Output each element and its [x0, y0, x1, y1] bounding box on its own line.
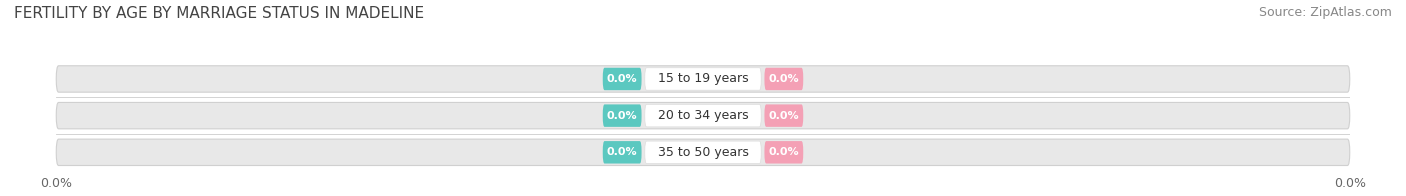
FancyBboxPatch shape — [645, 68, 761, 90]
FancyBboxPatch shape — [765, 104, 803, 127]
Text: 0.0%: 0.0% — [607, 74, 637, 84]
Text: 0.0%: 0.0% — [769, 74, 799, 84]
Text: 0.0%: 0.0% — [607, 147, 637, 157]
Text: 0.0%: 0.0% — [769, 111, 799, 121]
FancyBboxPatch shape — [765, 68, 803, 90]
Text: Source: ZipAtlas.com: Source: ZipAtlas.com — [1258, 6, 1392, 19]
Text: FERTILITY BY AGE BY MARRIAGE STATUS IN MADELINE: FERTILITY BY AGE BY MARRIAGE STATUS IN M… — [14, 6, 425, 21]
Text: 0.0%: 0.0% — [607, 111, 637, 121]
FancyBboxPatch shape — [56, 66, 1350, 92]
Text: 0.0%: 0.0% — [769, 147, 799, 157]
Text: 35 to 50 years: 35 to 50 years — [658, 146, 748, 159]
Text: 20 to 34 years: 20 to 34 years — [658, 109, 748, 122]
FancyBboxPatch shape — [603, 68, 641, 90]
FancyBboxPatch shape — [645, 141, 761, 163]
FancyBboxPatch shape — [56, 103, 1350, 129]
FancyBboxPatch shape — [765, 141, 803, 163]
FancyBboxPatch shape — [645, 104, 761, 127]
FancyBboxPatch shape — [603, 104, 641, 127]
Text: 15 to 19 years: 15 to 19 years — [658, 73, 748, 85]
FancyBboxPatch shape — [56, 139, 1350, 165]
FancyBboxPatch shape — [603, 141, 641, 163]
